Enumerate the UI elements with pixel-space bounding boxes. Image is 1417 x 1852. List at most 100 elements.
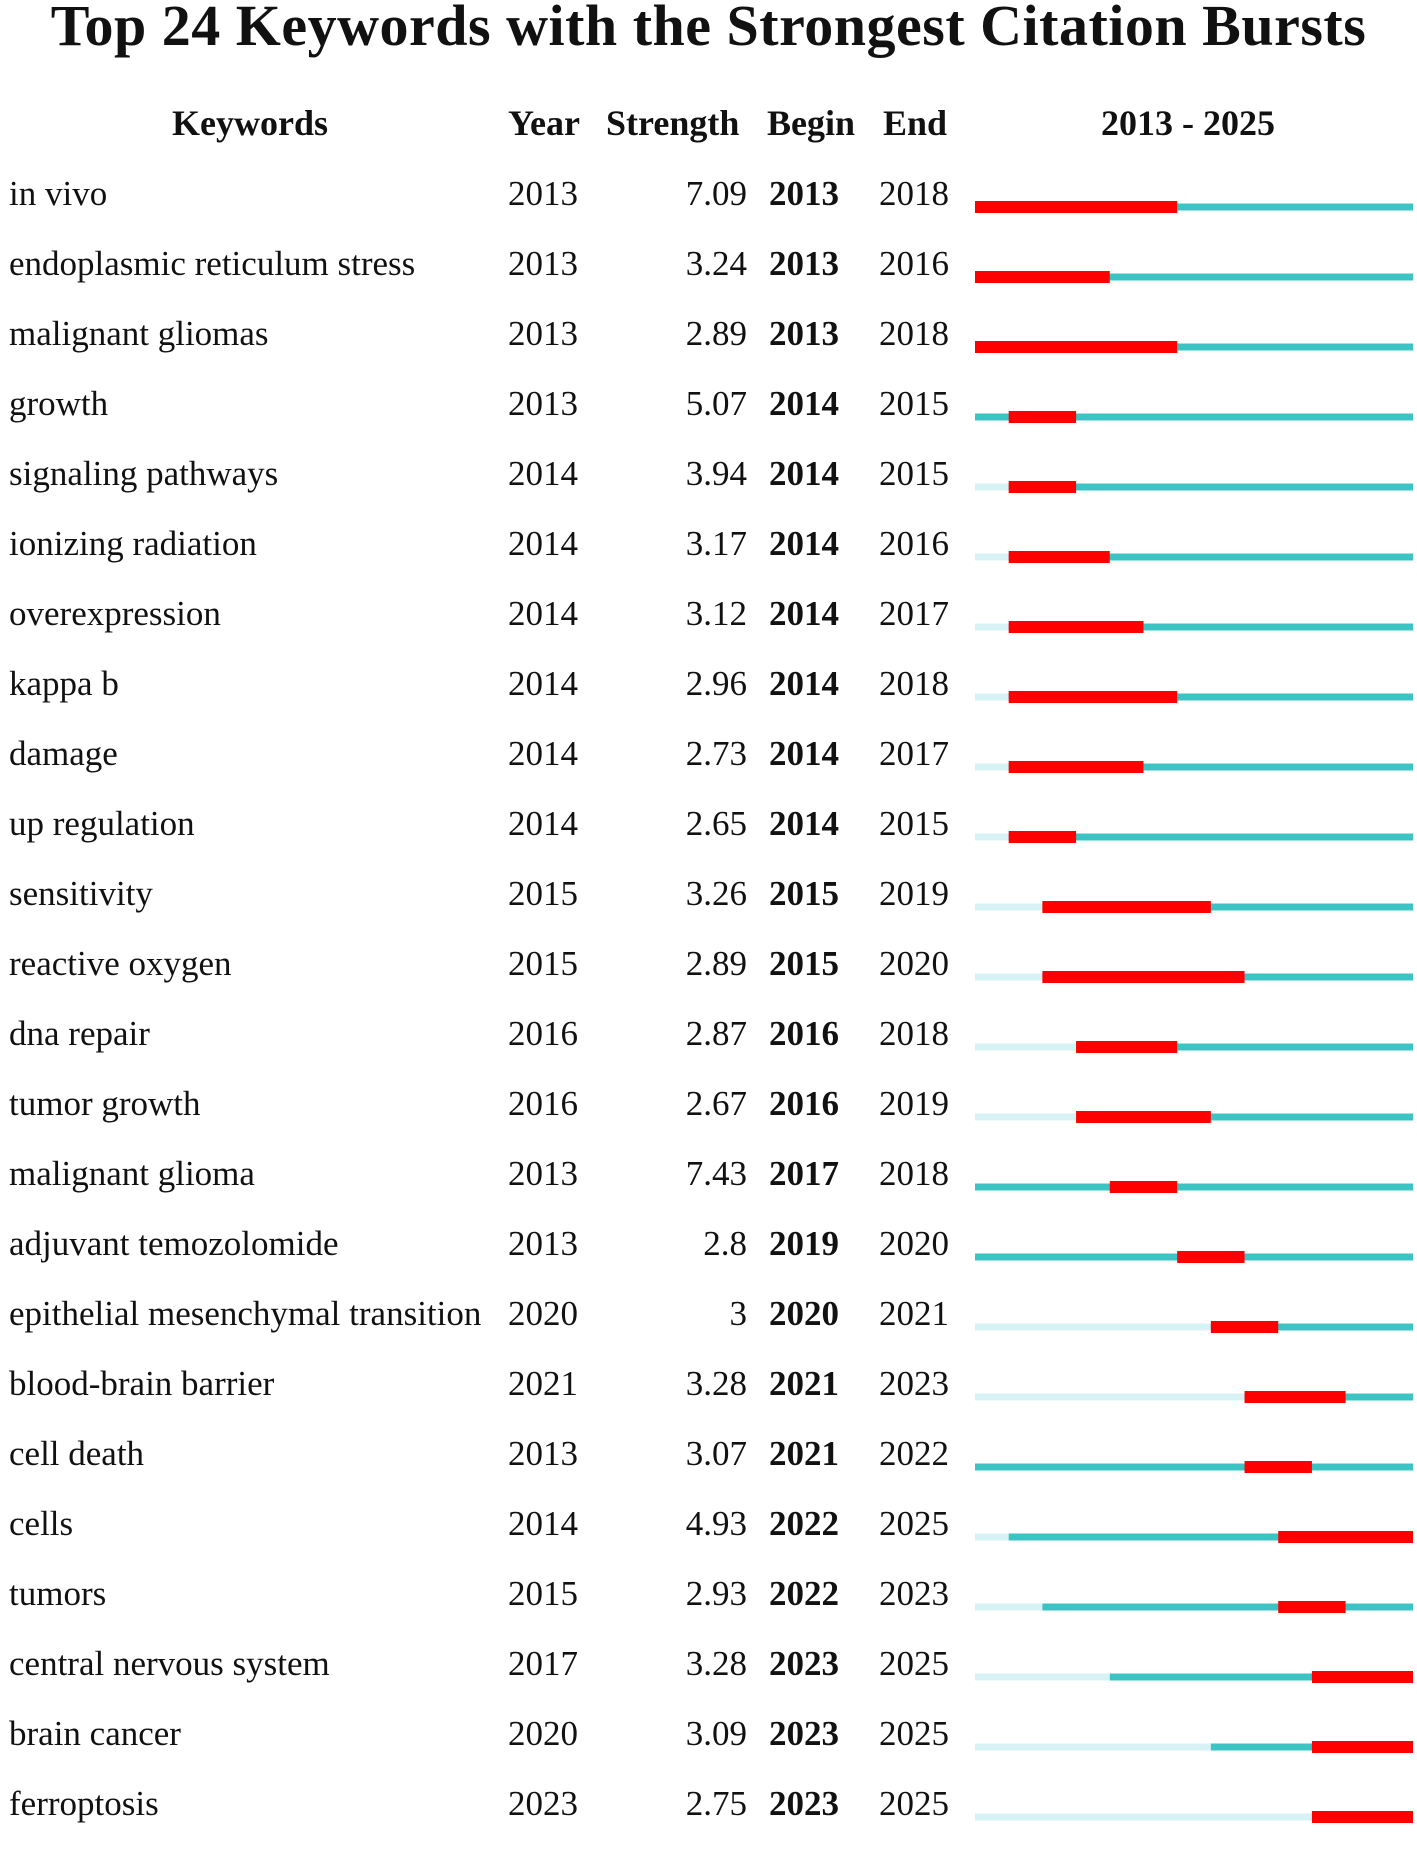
end-value: 2022 [879, 1434, 949, 1473]
active-segment [1008, 763, 1413, 771]
inactive-segment [975, 483, 1009, 491]
end-value: 2025 [879, 1714, 949, 1753]
active-segment [1042, 903, 1413, 911]
header-timeline: 2013 - 2025 [1101, 103, 1275, 143]
end-value: 2015 [879, 384, 949, 423]
inactive-segment [975, 1113, 1077, 1121]
table-row: damage 2014 2.73 2014 2017 [0, 732, 1417, 802]
end-value: 2018 [879, 1154, 949, 1193]
begin-value: 2017 [769, 1154, 839, 1193]
strength-value: 3.12 [685, 594, 747, 633]
burst-segment [1042, 901, 1211, 913]
strength-value: 3.24 [685, 244, 747, 283]
inactive-segment [975, 833, 1009, 841]
year-value: 2014 [508, 1504, 578, 1543]
timeline-bar [975, 1811, 1413, 1823]
keyword-label: overexpression [9, 594, 221, 633]
table-row: malignant gliomas 2013 2.89 2013 2018 [0, 312, 1417, 382]
begin-value: 2014 [769, 664, 839, 703]
year-value: 2013 [508, 314, 578, 353]
burst-segment [1008, 831, 1077, 843]
timeline-bar [975, 411, 1413, 423]
table-row: epithelial mesenchymal transition 2020 3 20… [0, 1292, 1417, 1362]
table-row: cell death 2013 3.07 2021 2022 [0, 1432, 1417, 1502]
end-value: 2017 [879, 734, 949, 773]
table-row: central nervous system 2017 3.28 2023 2025 [0, 1642, 1417, 1712]
begin-value: 2014 [769, 594, 839, 633]
strength-value: 4.93 [685, 1504, 747, 1543]
strength-value: 3.26 [685, 874, 747, 913]
burst-segment [975, 341, 1178, 353]
year-value: 2021 [508, 1364, 578, 1403]
timeline-bar [975, 341, 1413, 353]
end-value: 2020 [879, 944, 949, 983]
end-value: 2019 [879, 874, 949, 913]
active-segment [1008, 1533, 1413, 1541]
strength-value: 3.28 [685, 1364, 747, 1403]
timeline-bar [975, 1111, 1413, 1123]
keyword-label: cells [9, 1504, 74, 1543]
inactive-segment [975, 763, 1009, 771]
begin-value: 2013 [769, 314, 839, 353]
end-value: 2018 [879, 174, 949, 213]
timeline-bar [975, 551, 1413, 563]
end-value: 2019 [879, 1084, 949, 1123]
year-value: 2023 [508, 1784, 578, 1823]
strength-value: 2.73 [685, 734, 747, 773]
year-value: 2015 [508, 944, 578, 983]
table-row: overexpression 2014 3.12 2014 2017 [0, 592, 1417, 662]
end-value: 2023 [879, 1574, 949, 1613]
active-segment [975, 413, 1413, 421]
burst-segment [1008, 621, 1144, 633]
end-value: 2016 [879, 524, 949, 563]
table-row: ferroptosis 2023 2.75 2023 2025 [0, 1782, 1417, 1852]
strength-value: 2.8 [703, 1224, 747, 1263]
timeline-bar [975, 1321, 1413, 1333]
burst-segment [1177, 1251, 1245, 1263]
keyword-label: in vivo [9, 174, 108, 213]
strength-value: 2.96 [685, 664, 747, 703]
burst-segment [1311, 1741, 1413, 1753]
strength-value: 3.94 [685, 454, 747, 493]
active-segment [1008, 553, 1413, 561]
inactive-segment [975, 1673, 1110, 1681]
table-row: endoplasmic reticulum stress 2013 3.24 2013… [0, 242, 1417, 312]
end-value: 2017 [879, 594, 949, 633]
strength-value: 3.07 [685, 1434, 747, 1473]
timeline-bar [975, 481, 1413, 493]
burst-segment [1244, 1461, 1312, 1473]
end-value: 2025 [879, 1784, 949, 1823]
end-value: 2018 [879, 314, 949, 353]
active-segment [1008, 833, 1413, 841]
timeline-bar [975, 761, 1413, 773]
header-begin: Begin [767, 103, 856, 143]
active-segment [1109, 1673, 1413, 1681]
begin-value: 2022 [769, 1574, 839, 1613]
begin-value: 2015 [769, 944, 839, 983]
table-row: growth 2013 5.07 2014 2015 [0, 382, 1417, 452]
timeline-bar [975, 971, 1413, 983]
keyword-label: endoplasmic reticulum stress [9, 244, 416, 283]
keyword-label: ferroptosis [9, 1784, 159, 1823]
keyword-label: ionizing radiation [9, 524, 257, 563]
burst-segment [1311, 1671, 1413, 1683]
begin-value: 2014 [769, 384, 839, 423]
timeline-bar [975, 1461, 1413, 1473]
burst-segment [1278, 1531, 1413, 1543]
inactive-segment [975, 1533, 1009, 1541]
begin-value: 2014 [769, 804, 839, 843]
timeline-bar [975, 271, 1413, 283]
strength-value: 2.67 [685, 1084, 747, 1123]
table-row: in vivo 2013 7.09 2013 2018 [0, 172, 1417, 242]
table-row: brain cancer 2020 3.09 2023 2025 [0, 1712, 1417, 1782]
year-value: 2014 [508, 804, 578, 843]
begin-value: 2014 [769, 524, 839, 563]
active-segment [1042, 1603, 1413, 1611]
year-value: 2013 [508, 174, 578, 213]
table-row: cells 2014 4.93 2022 2025 [0, 1502, 1417, 1572]
begin-value: 2016 [769, 1014, 839, 1053]
strength-value: 5.07 [685, 384, 747, 423]
inactive-segment [975, 553, 1009, 561]
year-value: 2014 [508, 454, 578, 493]
year-value: 2013 [508, 384, 578, 423]
